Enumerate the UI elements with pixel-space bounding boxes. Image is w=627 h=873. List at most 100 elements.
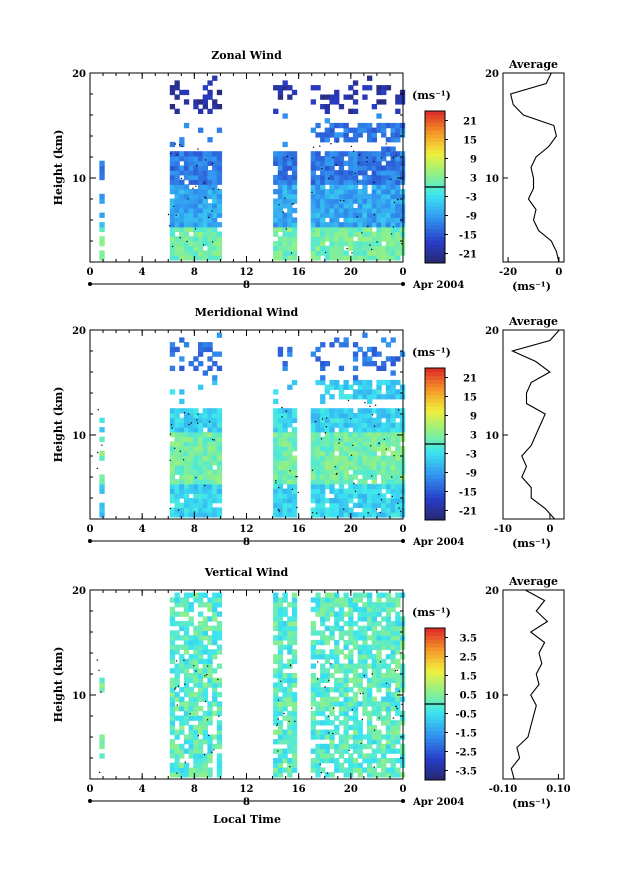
heatmap-cell bbox=[193, 762, 199, 768]
colorbar-band bbox=[425, 183, 445, 188]
heatmap-cell bbox=[193, 772, 199, 778]
heatmap-cell bbox=[357, 217, 363, 223]
heatmap-cell bbox=[367, 245, 373, 251]
heatmap-cell bbox=[348, 174, 354, 181]
heatmap-cell bbox=[216, 245, 223, 251]
heatmap-cell bbox=[169, 212, 176, 218]
heatmap-cell bbox=[188, 408, 194, 414]
contour-mark bbox=[211, 751, 213, 753]
colorbar-band bbox=[425, 470, 445, 475]
heatmap-cell bbox=[390, 479, 396, 485]
heatmap-cell bbox=[348, 724, 354, 731]
heatmap-cell bbox=[324, 245, 330, 251]
heatmap-cell bbox=[277, 455, 284, 461]
contour-mark bbox=[204, 484, 206, 487]
colorbar-band bbox=[425, 209, 445, 215]
heatmap-cell bbox=[179, 417, 185, 423]
heatmap-cell bbox=[282, 408, 288, 414]
heatmap-cell bbox=[376, 446, 382, 452]
heatmap-cell bbox=[338, 606, 345, 613]
heatmap-cell bbox=[291, 762, 298, 768]
heatmap-cell bbox=[352, 193, 359, 200]
colorbar-band bbox=[425, 432, 445, 437]
average-x-label: (ms⁻¹) bbox=[512, 537, 551, 550]
heatmap-cell bbox=[99, 483, 105, 490]
heatmap-cell bbox=[343, 611, 349, 617]
heatmap-cell bbox=[343, 502, 349, 508]
heatmap-cell bbox=[183, 193, 190, 200]
heatmap-cell bbox=[193, 156, 199, 162]
heatmap-cell bbox=[376, 217, 382, 223]
heatmap-cell bbox=[362, 174, 368, 181]
heatmap-cell bbox=[282, 417, 288, 423]
heatmap-cell bbox=[334, 236, 340, 242]
average-frame bbox=[502, 589, 565, 780]
heatmap-cell bbox=[362, 706, 368, 712]
heatmap-cell bbox=[324, 654, 330, 660]
heatmap-cell bbox=[273, 621, 279, 627]
heatmap-cell bbox=[315, 649, 321, 655]
heatmap-cell bbox=[207, 137, 213, 143]
heatmap-cell bbox=[367, 654, 373, 660]
contour-mark bbox=[170, 424, 173, 426]
heatmap-cell bbox=[179, 236, 185, 242]
heatmap-cell bbox=[198, 170, 204, 176]
heatmap-cell bbox=[183, 427, 190, 433]
heatmap-cell bbox=[352, 739, 359, 745]
heatmap-cell bbox=[395, 217, 401, 223]
heatmap-cell bbox=[169, 141, 176, 148]
heatmap-cell bbox=[273, 389, 279, 395]
heatmap-cell bbox=[179, 250, 185, 256]
contour-mark bbox=[373, 766, 375, 768]
date-axis-end bbox=[401, 539, 405, 543]
heatmap-cell bbox=[291, 483, 298, 490]
heatmap-cell bbox=[376, 184, 382, 190]
heatmap-cell bbox=[390, 635, 396, 641]
heatmap-cell bbox=[273, 606, 279, 613]
heatmap-cell bbox=[348, 488, 354, 494]
heatmap-cell bbox=[376, 417, 382, 423]
heatmap-cell bbox=[179, 474, 185, 480]
heatmap-cell bbox=[198, 108, 204, 114]
heatmap-cell bbox=[320, 701, 326, 707]
colorbar-band bbox=[425, 764, 445, 770]
heatmap-cell bbox=[193, 748, 199, 754]
heatmap-cell bbox=[348, 231, 354, 237]
heatmap-cell bbox=[99, 507, 105, 513]
heatmap-cell bbox=[291, 207, 298, 214]
heatmap-cell bbox=[371, 772, 377, 778]
heatmap-cell bbox=[291, 89, 298, 96]
heatmap-cell bbox=[207, 222, 213, 228]
heatmap-cell bbox=[367, 398, 373, 405]
heatmap-cell bbox=[212, 654, 218, 660]
colorbar-band bbox=[425, 145, 445, 150]
heatmap-cell bbox=[198, 512, 204, 518]
heatmap-cell bbox=[390, 772, 396, 778]
heatmap-cell bbox=[376, 493, 382, 499]
heatmap-cell bbox=[287, 474, 293, 480]
heatmap-cell bbox=[277, 469, 284, 475]
heatmap-cell bbox=[367, 720, 373, 726]
heatmap-cell bbox=[343, 212, 349, 218]
heatmap-cell bbox=[282, 758, 288, 764]
heatmap-cell bbox=[216, 474, 223, 480]
heatmap-cell bbox=[174, 174, 180, 181]
heatmap-cell bbox=[395, 460, 401, 466]
heatmap-cell bbox=[287, 165, 293, 171]
heatmap-cell bbox=[362, 379, 368, 386]
heatmap-cell bbox=[169, 668, 176, 674]
heatmap-cell bbox=[390, 441, 396, 447]
heatmap-cell bbox=[207, 743, 213, 750]
heatmap-cell bbox=[287, 160, 293, 166]
heatmap-cell bbox=[395, 644, 401, 650]
heatmap-cell bbox=[207, 431, 213, 438]
heatmap-cell bbox=[291, 739, 298, 745]
heatmap-cell bbox=[376, 621, 382, 627]
colorbar-tick-label: -9 bbox=[466, 469, 477, 480]
heatmap-cell bbox=[395, 231, 401, 237]
contour-mark bbox=[296, 506, 298, 509]
colorbar-band bbox=[425, 259, 445, 264]
heatmap-cell bbox=[207, 436, 213, 442]
heatmap-cell bbox=[385, 635, 392, 641]
